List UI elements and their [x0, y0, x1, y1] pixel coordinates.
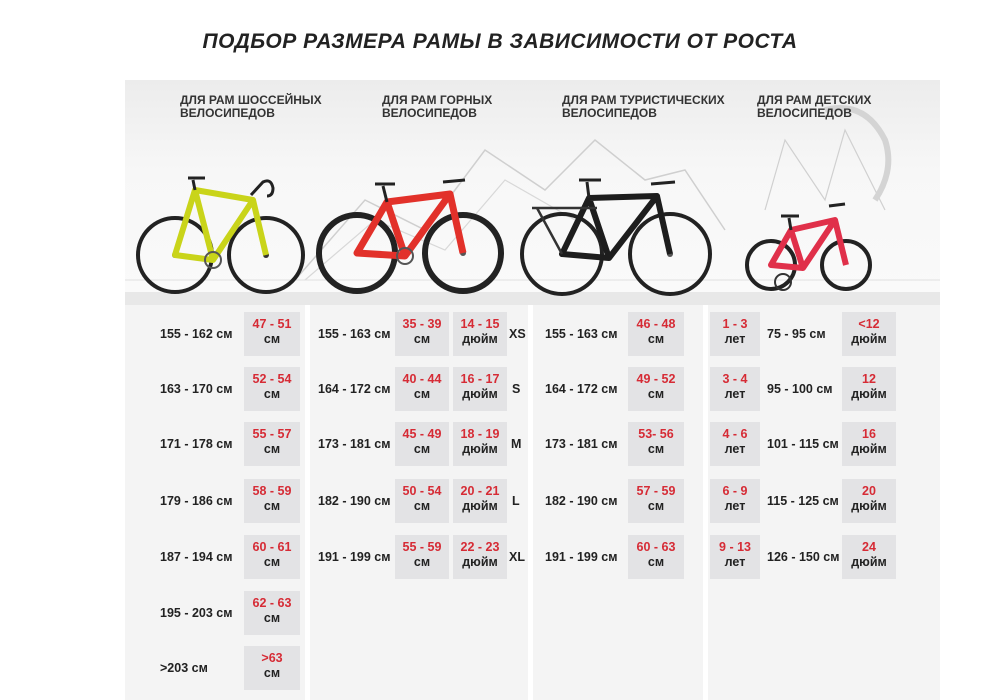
mountain-height: 191 - 199 см: [318, 550, 391, 564]
road-height: 171 - 178 см: [160, 437, 233, 451]
road-frame-box: 47 - 51 см: [244, 312, 300, 356]
mountain-inch-box: 22 - 23 дюйм: [453, 535, 507, 579]
touring-height: 164 - 172 см: [545, 382, 618, 396]
touring-height: 182 - 190 см: [545, 494, 618, 508]
kids-age-box: 4 - 6 лет: [710, 422, 760, 466]
category-label-kids: ДЛЯ РАМ ДЕТСКИХ ВЕЛОСИПЕДОВ: [757, 93, 872, 120]
road-height: 195 - 203 см: [160, 606, 233, 620]
category-label-mountain: ДЛЯ РАМ ГОРНЫХ ВЕЛОСИПЕДОВ: [382, 93, 493, 120]
road-frame-box: >63 см: [244, 646, 300, 690]
kids-wheel-box: <12 дюйм: [842, 312, 896, 356]
road-frame-box: 58 - 59 см: [244, 479, 300, 523]
mountain-height: 173 - 181 см: [318, 437, 391, 451]
mountain-cm-box: 35 - 39 см: [395, 312, 449, 356]
touring-frame-box: 46 - 48 см: [628, 312, 684, 356]
road-height: >203 см: [160, 661, 208, 675]
mountain-size-tag: L: [512, 494, 520, 508]
touring-height: 155 - 163 см: [545, 327, 618, 341]
category-label-touring: ДЛЯ РАМ ТУРИСТИЧЕСКИХ ВЕЛОСИПЕДОВ: [562, 93, 725, 120]
mountain-size-tag: M: [511, 437, 522, 451]
mountain-size-tag: S: [512, 382, 521, 396]
kids-wheel-box: 12 дюйм: [842, 367, 896, 411]
mountain-inch-box: 14 - 15 дюйм: [453, 312, 507, 356]
mountain-cm-box: 50 - 54 см: [395, 479, 449, 523]
touring-frame-box: 60 - 63 см: [628, 535, 684, 579]
mountain-inch-box: 16 - 17 дюйм: [453, 367, 507, 411]
kids-height: 75 - 95 см: [767, 327, 826, 341]
kids-age-box: 3 - 4 лет: [710, 367, 760, 411]
kids-bike-icon: [745, 202, 872, 291]
road-height: 179 - 186 см: [160, 494, 233, 508]
kids-height: 126 - 150 см: [767, 550, 840, 564]
touring-frame-box: 57 - 59 см: [628, 479, 684, 523]
road-frame-box: 55 - 57 см: [244, 422, 300, 466]
touring-frame-box: 53- 56 см: [628, 422, 684, 466]
ground-strip: [125, 292, 940, 305]
category-label-road: ДЛЯ РАМ ШОССЕЙНЫХ ВЕЛОСИПЕДОВ: [180, 93, 322, 120]
mountain-size-tag: XL: [509, 550, 525, 564]
mountain-height: 182 - 190 см: [318, 494, 391, 508]
touring-frame-box: 49 - 52 см: [628, 367, 684, 411]
touring-bike-icon: [520, 178, 712, 296]
kids-age-box: 6 - 9 лет: [710, 479, 760, 523]
mountain-size-tag: XS: [509, 327, 526, 341]
kids-wheel-box: 16 дюйм: [842, 422, 896, 466]
mountain-inch-box: 20 - 21 дюйм: [453, 479, 507, 523]
road-frame-box: 52 - 54 см: [244, 367, 300, 411]
mountain-bike-icon: [316, 178, 504, 294]
mountain-cm-box: 45 - 49 см: [395, 422, 449, 466]
kids-age-box: 1 - 3 лет: [710, 312, 760, 356]
mountain-height: 164 - 172 см: [318, 382, 391, 396]
mountain-inch-box: 18 - 19 дюйм: [453, 422, 507, 466]
touring-height: 191 - 199 см: [545, 550, 618, 564]
road-frame-box: 62 - 63 см: [244, 591, 300, 635]
page-title: ПОДБОР РАЗМЕРА РАМЫ В ЗАВИСИМОСТИ ОТ РОС…: [202, 30, 798, 53]
road-height: 187 - 194 см: [160, 550, 233, 564]
mountain-cm-box: 40 - 44 см: [395, 367, 449, 411]
kids-height: 95 - 100 см: [767, 382, 833, 396]
kids-age-box: 9 - 13 лет: [710, 535, 760, 579]
touring-height: 173 - 181 см: [545, 437, 618, 451]
mountain-cm-box: 55 - 59 см: [395, 535, 449, 579]
kids-height: 101 - 115 см: [767, 437, 839, 451]
kids-wheel-box: 20 дюйм: [842, 479, 896, 523]
bikes-banner: ДЛЯ РАМ ШОССЕЙНЫХ ВЕЛОСИПЕДОВ ДЛЯ РАМ ГОР…: [125, 80, 940, 305]
road-frame-box: 60 - 61 см: [244, 535, 300, 579]
mountain-height: 155 - 163 см: [318, 327, 391, 341]
kids-wheel-box: 24 дюйм: [842, 535, 896, 579]
kids-height: 115 - 125 см: [767, 494, 839, 508]
road-height: 155 - 162 см: [160, 327, 233, 341]
road-bike-icon: [136, 176, 305, 294]
road-height: 163 - 170 см: [160, 382, 233, 396]
